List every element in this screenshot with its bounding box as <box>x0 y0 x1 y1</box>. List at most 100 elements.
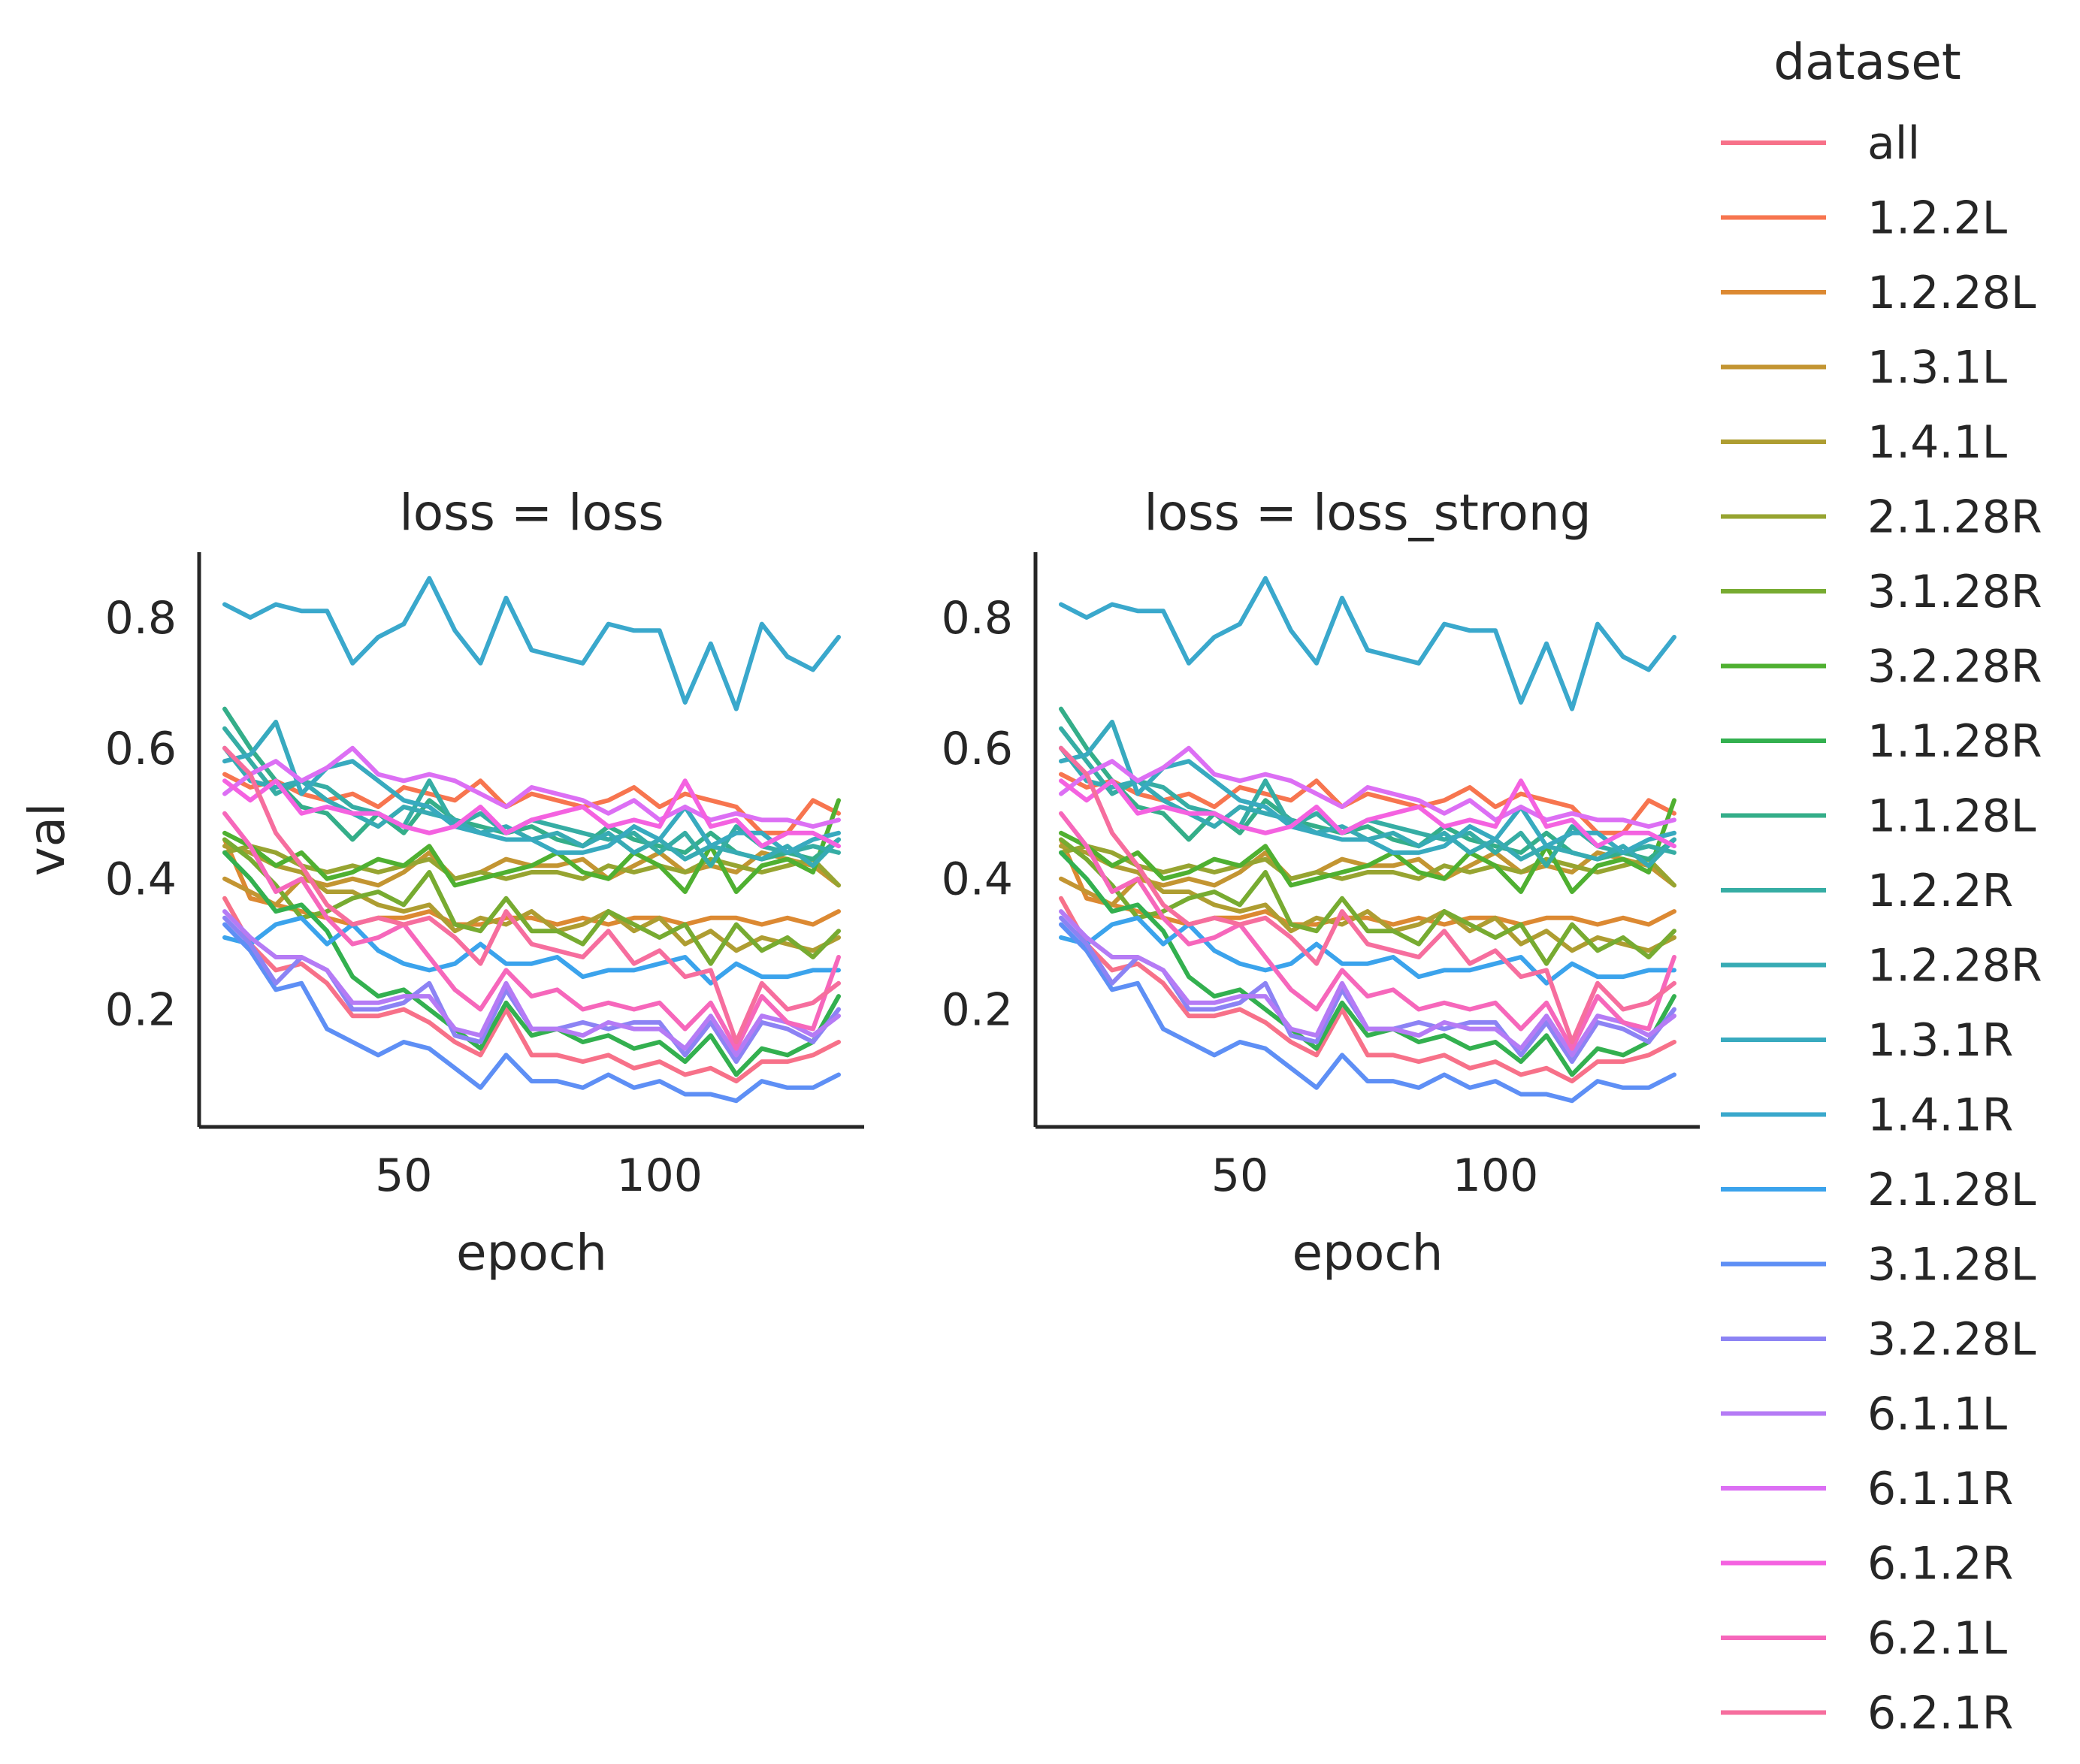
legend-item: 1.1.28R <box>1721 715 2042 768</box>
series-line-1.4.1R <box>222 575 841 711</box>
series-line-1.1.28R <box>222 850 841 1077</box>
series-line-6.1.2R <box>222 778 841 849</box>
series-line-6.2.1R <box>222 745 841 1044</box>
legend-label: 2.1.28R <box>1867 491 2042 544</box>
legend-item: 6.1.2R <box>1721 1538 2013 1590</box>
legend-item: 6.2.1R <box>1721 1687 2013 1740</box>
legend-item: 6.1.1L <box>1721 1388 2008 1441</box>
y-tick-label: 0.4 <box>105 853 177 906</box>
x-tick-label: 100 <box>616 1149 703 1202</box>
legend-label: 2.1.28L <box>1867 1164 2036 1216</box>
legend-label: 3.2.28R <box>1867 641 2042 693</box>
legend-item: 6.2.1L <box>1721 1612 2008 1665</box>
series-line-6.1.1L <box>222 909 841 1058</box>
legend-item: 6.1.1R <box>1721 1463 2013 1515</box>
legend-item: 1.2.2L <box>1721 192 2008 245</box>
legend-label: all <box>1867 117 1920 170</box>
legend-item: 1.3.1R <box>1721 1014 2013 1067</box>
series-line-1.2.28R <box>222 745 841 868</box>
series-lines <box>1059 575 1676 1104</box>
series-line-1.2.28R <box>1059 745 1676 868</box>
series-line-3.2.28R <box>1059 798 1676 894</box>
legend-label: 1.1.28L <box>1867 790 2036 843</box>
x-tick-label: 50 <box>1211 1149 1268 1202</box>
y-tick-label: 0.8 <box>942 592 1013 645</box>
series-line-2.1.28R <box>1059 844 1676 888</box>
series-line-6.2.1L <box>1059 811 1676 1051</box>
series-line-1.4.1L <box>1059 844 1676 953</box>
series-line-3.2.28R <box>222 798 841 894</box>
legend-label: 1.4.1R <box>1867 1089 2013 1142</box>
series-line-2.1.28L <box>222 915 841 986</box>
series-line-6.2.1L <box>222 811 841 1051</box>
series-line-1.4.1L <box>222 844 841 953</box>
legend-item: 1.1.28L <box>1721 790 2036 843</box>
legend-label: 1.3.1R <box>1867 1014 2013 1067</box>
series-lines <box>222 575 841 1104</box>
legend-item: 1.4.1L <box>1721 416 2008 469</box>
series-line-3.1.28R <box>1059 837 1676 966</box>
y-tick-label: 0.4 <box>942 853 1013 906</box>
legend-item: 3.2.28R <box>1721 641 2042 693</box>
legend-label: 1.3.1L <box>1867 342 2008 394</box>
series-line-3.1.28L <box>222 922 841 1104</box>
series-line-3.1.28L <box>1059 922 1676 1104</box>
legend-label: 3.1.28R <box>1867 566 2042 618</box>
series-line-6.2.1R <box>1059 745 1676 1044</box>
legend-label: 6.1.1L <box>1867 1388 2008 1441</box>
legend-item: all <box>1721 117 1920 170</box>
legend-item: 1.3.1L <box>1721 342 2008 394</box>
legend-label: 6.2.1L <box>1867 1612 2008 1665</box>
legend-item: 3.2.28L <box>1721 1313 2036 1366</box>
legend-item: 2.1.28R <box>1721 491 2042 544</box>
y-tick-label: 0.6 <box>105 723 177 775</box>
series-line-all <box>1059 896 1676 1084</box>
legend: dataset all 1.2.2L 1.2.28L 1.3.1L 1.4.1L 2.1.… <box>1721 33 2042 1740</box>
legend-label: 1.2.28L <box>1867 267 2036 319</box>
legend-item: 1.2.28L <box>1721 267 2036 319</box>
y-tick-label: 0.2 <box>105 984 177 1037</box>
legend-items: all 1.2.2L 1.2.28L 1.3.1L 1.4.1L 2.1.28R 3.1.2… <box>1721 117 2042 1740</box>
legend-item: 1.2.2R <box>1721 865 2013 917</box>
legend-label: 6.1.1R <box>1867 1463 2013 1515</box>
y-axis-label: val <box>18 803 76 877</box>
series-line-1.1.28R <box>1059 850 1676 1077</box>
series-line-2.1.28L <box>1059 915 1676 986</box>
series-line-1.4.1R <box>1059 575 1676 711</box>
legend-item: 1.2.28R <box>1721 940 2042 992</box>
legend-label: 3.2.28L <box>1867 1313 2036 1366</box>
y-tick-label: 0.6 <box>942 723 1013 775</box>
series-line-3.1.28R <box>222 837 841 966</box>
series-line-2.1.28R <box>222 844 841 888</box>
series-line-6.1.1R <box>222 745 841 829</box>
series-line-6.1.2R <box>1059 778 1676 849</box>
facet-title: loss = loss_strong <box>1144 484 1591 542</box>
legend-item: 3.1.28L <box>1721 1239 2036 1291</box>
legend-item: 3.1.28R <box>1721 566 2042 618</box>
legend-item: 2.1.28L <box>1721 1164 2036 1216</box>
y-tick-label: 0.2 <box>942 984 1013 1037</box>
x-tick-label: 100 <box>1453 1149 1539 1202</box>
legend-label: 6.1.2R <box>1867 1538 2013 1590</box>
x-tick-label: 50 <box>375 1149 432 1202</box>
legend-label: 1.2.2R <box>1867 865 2013 917</box>
legend-title: dataset <box>1773 33 1961 91</box>
series-line-6.1.1R <box>1059 745 1676 829</box>
series-line-all <box>222 896 841 1084</box>
y-tick-label: 0.8 <box>105 592 177 645</box>
x-axis-label: epoch <box>456 1224 607 1282</box>
legend-label: 1.2.2L <box>1867 192 2008 245</box>
legend-label: 1.2.28R <box>1867 940 2042 992</box>
legend-label: 1.1.28R <box>1867 715 2042 768</box>
legend-label: 3.1.28L <box>1867 1239 2036 1291</box>
legend-item: 1.4.1R <box>1721 1089 2013 1142</box>
facet-title: loss = loss <box>399 484 664 542</box>
x-axis-label: epoch <box>1292 1224 1444 1282</box>
legend-label: 6.2.1R <box>1867 1687 2013 1740</box>
legend-label: 1.4.1L <box>1867 416 2008 469</box>
series-line-6.1.1L <box>1059 909 1676 1058</box>
